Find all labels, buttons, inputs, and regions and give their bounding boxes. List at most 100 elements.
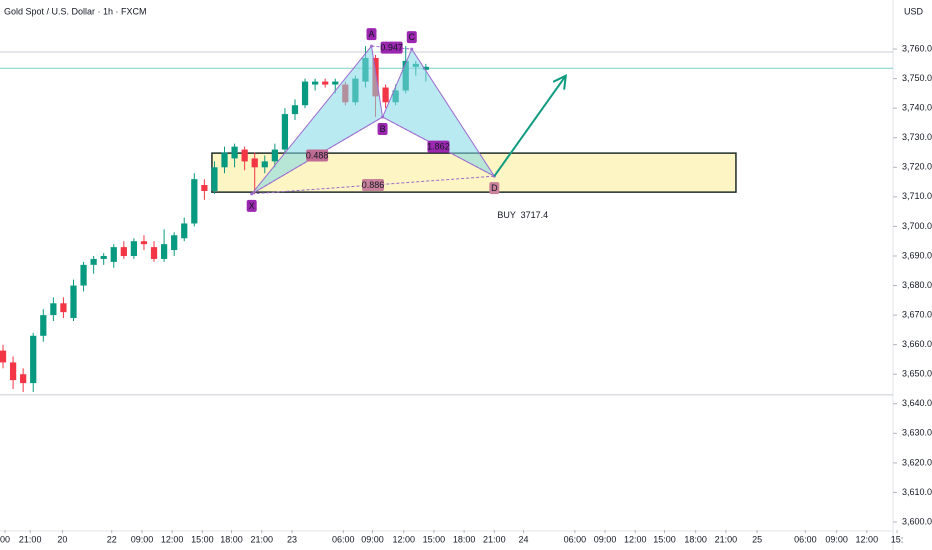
y-tick-label: 3,740.00	[902, 103, 932, 113]
candle-body	[221, 152, 228, 168]
candle-body	[231, 146, 238, 159]
y-tick-label: 3,640.00	[902, 398, 932, 408]
candle-body	[120, 247, 127, 256]
arrow-shaft	[493, 75, 567, 177]
candle-body	[60, 303, 67, 313]
y-tick-label: 3,670.00	[902, 309, 932, 319]
x-tick-label: 06:00	[564, 534, 587, 544]
candle-body	[30, 335, 37, 384]
x-tick-label: 18:00	[453, 534, 476, 544]
candle-body	[191, 179, 198, 224]
ratio-badge	[306, 149, 329, 162]
point-label: B	[380, 124, 386, 134]
candle-body	[80, 264, 87, 286]
x-tick-label: 15:00	[191, 534, 214, 544]
x-tick-label: 21:00	[250, 534, 273, 544]
candle-body	[140, 241, 148, 245]
candle-body	[382, 87, 389, 103]
x-tick-label: 25	[752, 534, 762, 544]
candle-body	[160, 244, 168, 259]
candle-body	[40, 315, 47, 336]
y-tick-label: 3,720.00	[902, 162, 932, 172]
ratio-label: 1.862	[427, 141, 450, 151]
y-tick-label: 3,620.00	[902, 457, 932, 467]
candle-body	[20, 374, 27, 384]
x-tick-label: 06:00	[794, 534, 817, 544]
candle-body	[332, 81, 339, 85]
ratio-badge	[362, 179, 385, 192]
x-tick-label: 15:00	[423, 534, 446, 544]
ratio-label: 0.886	[362, 180, 385, 190]
candle-body	[171, 235, 178, 251]
candle-body	[271, 149, 278, 162]
candle-body	[322, 81, 329, 85]
point-badge	[377, 123, 388, 136]
candle-body	[281, 114, 289, 150]
pattern-point	[381, 115, 385, 119]
y-tick-label: 3,700.00	[902, 221, 932, 231]
x-tick-label: 00	[0, 534, 10, 544]
y-tick-label: 3,730.00	[902, 132, 932, 142]
candle-body	[201, 185, 208, 191]
candle-body	[291, 105, 299, 115]
point-badge	[489, 182, 500, 195]
x-tick-label: 12:00	[392, 534, 415, 544]
candle-body	[70, 285, 77, 319]
ratio-label: 0.947	[380, 42, 403, 52]
x-tick-label: 12:00	[161, 534, 184, 544]
point-label: A	[368, 29, 374, 39]
y-tick-label: 3,660.00	[902, 339, 932, 349]
signal-label: BUY 3717.4	[497, 210, 548, 220]
point-label: C	[409, 32, 416, 42]
candle-body	[50, 303, 57, 316]
x-tick-label: 09:00	[361, 534, 384, 544]
candle-body	[100, 255, 107, 259]
y-tick-label: 3,630.00	[902, 428, 932, 438]
x-tick-label: 15:00	[653, 534, 676, 544]
y-tick-label: 3,710.00	[902, 191, 932, 201]
y-tick-label: 3,750.00	[902, 73, 932, 83]
currency-label: USD	[904, 6, 924, 16]
point-badge	[366, 28, 377, 41]
y-tick-label: 3,680.00	[902, 280, 932, 290]
y-tick-label: 3,610.00	[902, 487, 932, 497]
candle-body	[90, 258, 97, 265]
x-tick-label: 23	[287, 534, 297, 544]
pattern-point	[369, 44, 373, 48]
x-tick-label: 09:00	[594, 534, 617, 544]
x-tick-label: 22	[107, 534, 117, 544]
candle-body	[311, 81, 319, 85]
candle-body	[251, 158, 258, 168]
candle-body	[9, 362, 17, 381]
x-tick-label: 20	[57, 534, 67, 544]
candle-body	[422, 66, 429, 70]
x-tick-label: 18:00	[220, 534, 243, 544]
point-badge	[406, 31, 417, 44]
y-tick-label: 3,600.00	[902, 516, 932, 526]
x-tick-label: 12:00	[624, 534, 647, 544]
ratio-badge	[427, 140, 450, 153]
candle-body	[241, 149, 248, 162]
arrow-head	[552, 73, 568, 90]
x-tick-label: 21:00	[715, 534, 738, 544]
x-tick-label: 09:00	[131, 534, 154, 544]
y-tick-label: 3,690.00	[902, 250, 932, 260]
ratio-line	[382, 116, 495, 177]
candle-body	[211, 167, 218, 191]
pattern-point	[410, 47, 414, 51]
ratio-badge	[380, 41, 403, 54]
candle-body	[261, 161, 268, 168]
x-tick-label: 15:	[891, 534, 904, 544]
candle-body	[301, 81, 309, 106]
x-tick-label: 21:00	[483, 534, 506, 544]
candle-body	[0, 350, 7, 363]
candle-body	[150, 247, 158, 259]
x-tick-label: 18:00	[684, 534, 707, 544]
ratio-label: 0.488	[306, 150, 329, 160]
point-badge	[246, 199, 257, 212]
x-tick-label: 12:00	[856, 534, 879, 544]
x-tick-label: 09:00	[825, 534, 848, 544]
x-tick-label: 21:00	[19, 534, 42, 544]
